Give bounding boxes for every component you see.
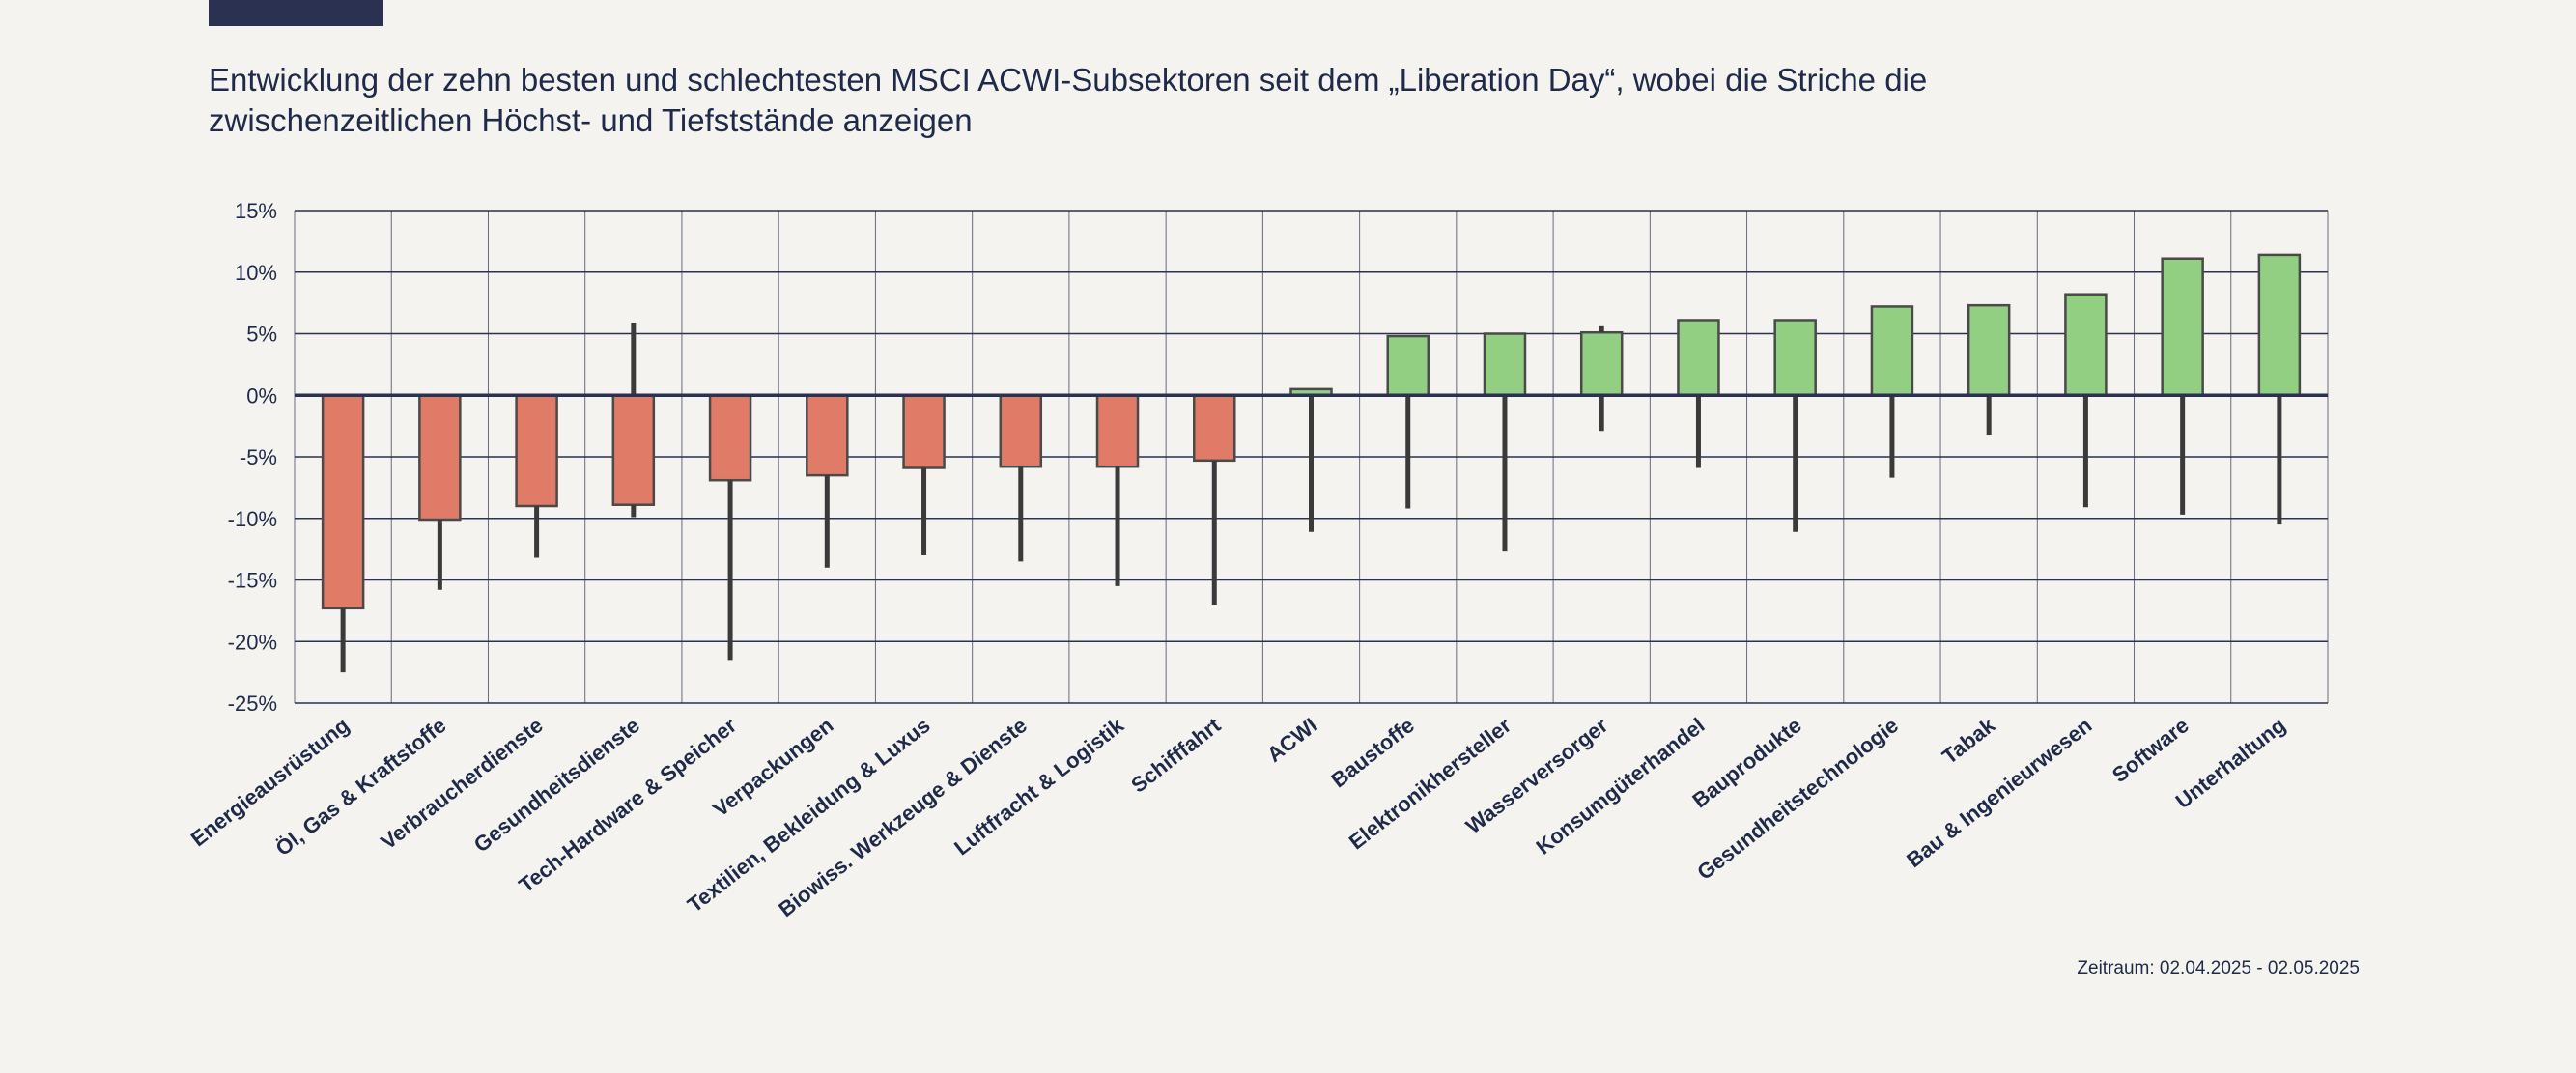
x-tick-label: Öl, Gas & Kraftstoffe xyxy=(271,713,451,861)
bar-5 xyxy=(806,394,849,477)
y-tick-label: 5% xyxy=(246,323,277,347)
bar-2 xyxy=(515,394,558,508)
bar-9 xyxy=(1193,394,1236,463)
bar-7 xyxy=(999,394,1043,468)
bar-chart: 15% 10% 5% 0% -5% -10% -15% -20% -25% Energieaus… xyxy=(186,199,2329,921)
bar-6 xyxy=(902,394,946,469)
x-tick-label: Konsumgüterhandel xyxy=(1532,713,1710,859)
y-tick-label: -10% xyxy=(228,507,277,531)
y-tick-label: 0% xyxy=(246,383,277,408)
x-tick-label: Gesundheitsdienste xyxy=(469,713,644,857)
x-tick-label: Gesundheitstechnologie xyxy=(1692,713,1903,885)
y-tick-label: 10% xyxy=(235,261,277,285)
bar-3 xyxy=(611,394,656,506)
bar-8 xyxy=(1095,394,1140,468)
y-tick-label: -25% xyxy=(228,692,277,716)
x-tick-label: Tabak xyxy=(1938,713,2000,769)
bar-1 xyxy=(418,394,462,522)
y-axis-ticks: 15% 10% 5% 0% -5% -10% -15% -20% -25% xyxy=(228,199,277,716)
y-tick-label: -5% xyxy=(240,445,277,469)
x-tick-label: Verbraucherdienste xyxy=(376,713,547,854)
bar-15 xyxy=(1773,319,1817,397)
x-tick-label: Energieausrüstung xyxy=(186,713,354,851)
bar-11 xyxy=(1386,334,1430,397)
chart-title: Entwicklung der zehn besten und schlecht… xyxy=(209,62,1928,138)
y-tick-label: 15% xyxy=(235,199,277,223)
x-tick-label: Software xyxy=(2108,713,2194,787)
x-tick-label: ACWI xyxy=(1262,713,1322,767)
bar-0 xyxy=(321,394,365,610)
x-tick-label: Elektronikhersteller xyxy=(1345,713,1516,854)
whiskers xyxy=(340,323,2282,673)
period-footnote: Zeitraum: 02.04.2025 - 02.05.2025 xyxy=(2077,958,2360,978)
bar-4 xyxy=(708,394,752,482)
bar-13 xyxy=(1579,330,1624,397)
x-tick-label: Bau & Ingenieurwesen xyxy=(1902,713,2096,872)
x-tick-label: Luftfracht & Logistik xyxy=(949,713,1128,861)
y-tick-label: -20% xyxy=(228,630,277,654)
bar-16 xyxy=(1870,305,1914,397)
y-tick-label: -15% xyxy=(228,569,277,593)
bar-12 xyxy=(1483,332,1527,397)
header-accent-bar xyxy=(209,0,383,26)
bar-18 xyxy=(2064,293,2108,397)
bar-17 xyxy=(1967,303,2011,397)
x-tick-label: Baustoffe xyxy=(1326,713,1418,792)
bar-19 xyxy=(2161,257,2204,397)
bar-20 xyxy=(2257,253,2302,397)
bar-14 xyxy=(1677,319,1720,397)
x-tick-label: Schifffahrt xyxy=(1126,713,1226,798)
